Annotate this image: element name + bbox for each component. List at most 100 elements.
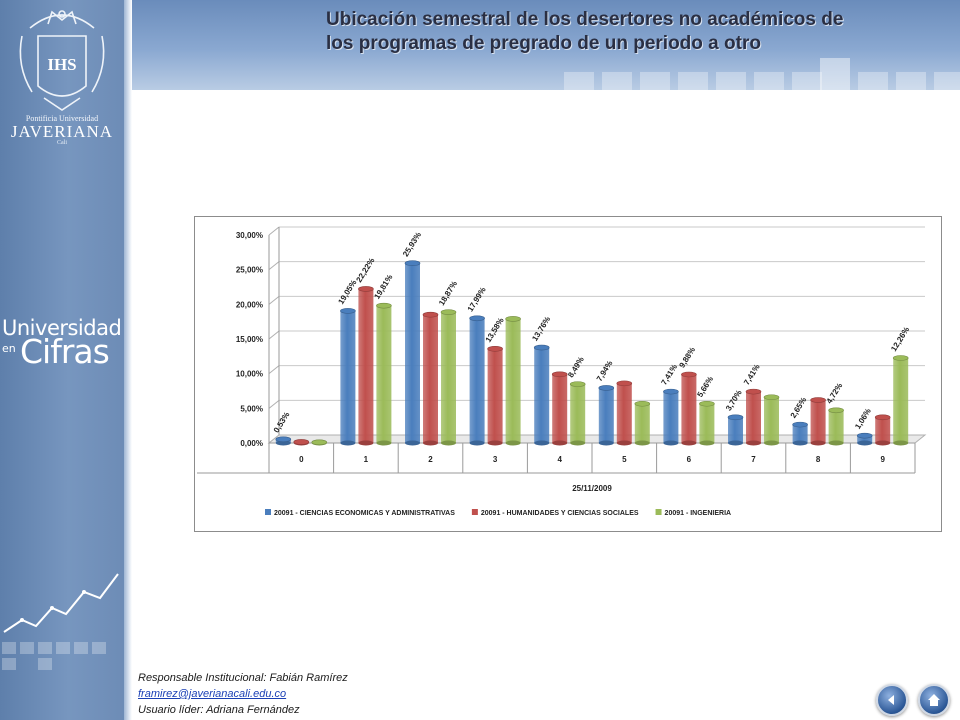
gridline-depth bbox=[268, 261, 280, 271]
bar-front bbox=[810, 400, 826, 443]
logo-text-line2: JAVERIANA bbox=[10, 122, 114, 141]
bar-top bbox=[440, 309, 457, 315]
bar-top bbox=[358, 286, 374, 292]
bar bbox=[340, 308, 356, 446]
y-tick-label: 15,00% bbox=[236, 335, 263, 344]
bar-front bbox=[534, 347, 550, 443]
bar-front bbox=[728, 417, 743, 443]
leader-text: Usuario líder: Adriana Fernández bbox=[138, 704, 300, 716]
bar-front bbox=[746, 391, 761, 443]
home-icon bbox=[928, 694, 940, 706]
university-crest-logo: IHS bbox=[19, 10, 105, 111]
bar bbox=[505, 316, 521, 446]
bar bbox=[634, 400, 651, 446]
bar bbox=[311, 439, 328, 446]
bar bbox=[874, 414, 891, 446]
bar bbox=[828, 407, 844, 446]
bar-front bbox=[423, 314, 438, 443]
bar-front bbox=[828, 410, 844, 443]
bar bbox=[892, 355, 909, 446]
x-axis-label: 25/11/2009 bbox=[572, 484, 612, 493]
bar-top bbox=[469, 315, 485, 322]
bar-front bbox=[616, 383, 632, 443]
bar-base bbox=[441, 440, 456, 446]
legend-label: 20091 - CIENCIAS ECONOMICAS Y ADMINISTRA… bbox=[274, 510, 455, 517]
email-link[interactable]: framirez@javerianacali.edu.co bbox=[138, 688, 287, 700]
brand-cifras: Cifras bbox=[20, 332, 110, 371]
bar-base bbox=[699, 440, 715, 446]
bar-top bbox=[745, 388, 762, 395]
bar-top bbox=[340, 308, 356, 314]
bar-front bbox=[875, 417, 891, 443]
bar-top bbox=[551, 371, 568, 378]
bar-base bbox=[358, 440, 374, 446]
arrow-left-icon bbox=[888, 695, 894, 705]
bar-front bbox=[764, 397, 779, 443]
legend-label: 20091 - HUMANIDADES Y CIENCIAS SOCIALES bbox=[481, 510, 639, 517]
bar-top bbox=[275, 436, 292, 443]
bar-front bbox=[405, 263, 420, 443]
bar-base bbox=[616, 440, 632, 446]
bar-base bbox=[728, 440, 743, 446]
bar-top bbox=[487, 346, 503, 352]
bar-base bbox=[505, 440, 521, 446]
data-label: 8,49% bbox=[566, 355, 586, 379]
bar-front bbox=[699, 403, 715, 443]
y-tick-label: 10,00% bbox=[236, 370, 263, 379]
bar-top bbox=[376, 302, 392, 309]
bar-top bbox=[616, 380, 633, 387]
bar-base bbox=[893, 440, 909, 446]
bar-base bbox=[764, 440, 779, 446]
header-banner bbox=[132, 0, 960, 90]
bar-base bbox=[828, 440, 844, 446]
x-tick-label: 2 bbox=[428, 455, 433, 464]
logo-text-line3: Cali bbox=[57, 140, 67, 146]
bar bbox=[810, 397, 826, 446]
data-label: 0,53% bbox=[272, 410, 292, 434]
bar-base bbox=[534, 440, 550, 446]
logo-text-line1: Pontificia Universidad bbox=[25, 114, 99, 123]
x-tick-label: 6 bbox=[687, 455, 692, 464]
brand-universidad: Universidad bbox=[2, 316, 122, 340]
bar bbox=[745, 388, 762, 446]
footer: Responsable Institucional: Fabián Ramíre… bbox=[138, 670, 538, 718]
bar-chart: 0,00% 5,00% 10,00% 15,00% 20,00% 25,00% 30,00%… bbox=[197, 226, 927, 517]
bar-top bbox=[699, 400, 715, 407]
data-label: 5,66% bbox=[695, 375, 715, 399]
bar-base bbox=[487, 440, 503, 446]
data-label: 7,41% bbox=[742, 363, 762, 387]
bar-top bbox=[569, 381, 586, 387]
data-label: 18,87% bbox=[437, 279, 459, 307]
bar bbox=[487, 346, 503, 446]
bar-top bbox=[828, 407, 844, 414]
bar-top bbox=[727, 414, 744, 421]
chart-frame: 0,00% 5,00% 10,00% 15,00% 20,00% 25,00% 30,00%… bbox=[194, 216, 942, 532]
bar-front bbox=[340, 310, 356, 443]
bar-top bbox=[598, 385, 615, 391]
bar-top bbox=[681, 371, 697, 378]
bar-front bbox=[792, 424, 808, 443]
bar bbox=[569, 381, 586, 446]
bar-front bbox=[634, 403, 650, 443]
bar-base bbox=[405, 440, 420, 446]
x-tick-label: 3 bbox=[493, 455, 498, 464]
data-label: 12,26% bbox=[889, 325, 911, 353]
bar-front bbox=[376, 305, 392, 443]
y-tick-label: 5,00% bbox=[240, 404, 263, 413]
trend-graphic bbox=[2, 573, 119, 670]
home-button[interactable] bbox=[918, 684, 950, 716]
bar-top bbox=[634, 400, 651, 407]
bar bbox=[727, 414, 744, 446]
bar-front bbox=[552, 374, 568, 443]
bar-front bbox=[487, 348, 503, 443]
y-tick-label: 0,00% bbox=[240, 439, 263, 448]
bar-front bbox=[469, 318, 485, 443]
bar bbox=[616, 380, 633, 446]
x-tick-label: 5 bbox=[622, 455, 627, 464]
x-tick-label: 4 bbox=[557, 455, 562, 464]
bar-top bbox=[856, 432, 873, 439]
bar-base bbox=[340, 440, 356, 446]
responsible-text: Responsable Institucional: Fabián Ramíre… bbox=[138, 672, 348, 684]
back-button[interactable] bbox=[876, 684, 908, 716]
data-label: 4,72% bbox=[825, 381, 845, 405]
